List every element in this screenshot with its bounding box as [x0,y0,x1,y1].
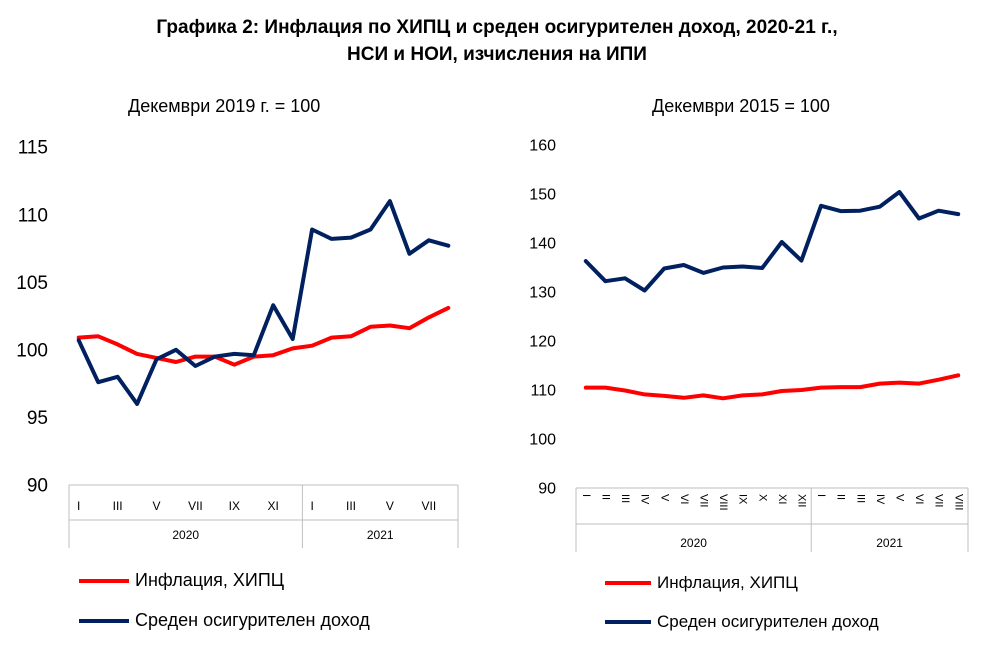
left-chart-x-tick-label: V [153,499,161,513]
left-chart-x-tick-label: IX [229,499,240,513]
right-chart-y-tick-label: 160 [529,138,556,155]
left-chart-x-tick-label: III [346,499,356,513]
right-chart-year-label: 2021 [876,536,903,550]
right-chart-x-tick-label: IV [639,494,651,505]
left-chart-y-tick-label: 115 [18,138,48,159]
right-chart-y-tick-label: 150 [529,187,556,204]
right-chart-year-label: 2020 [680,536,707,550]
left-chart-y-tick-label: 90 [27,476,48,497]
left-chart-x-tick-label: VII [188,499,203,513]
right-chart-x-tick-label: XI [776,494,788,504]
left-chart-x-tick-label: V [386,499,394,513]
right-chart-y-tick-label: 120 [529,334,556,351]
right-chart-x-tick-label: VII [697,494,709,507]
left-chart-x-tick-label: I [77,499,80,513]
left-legend-income-label: Среден осигурителен доход [135,610,370,630]
left-chart-y-tick-label: 105 [16,273,48,294]
left-chart-x-tick-label: I [310,499,313,513]
right-chart-x-tick-label: II [599,494,611,500]
right-legend-income-swatch [605,620,651,624]
left-legend-inflation: Инфлация, ХИПЦ [79,570,284,591]
right-chart-x-tick-label: II [835,494,847,500]
right-chart-x-tick-label: III [854,494,866,503]
right-chart-x-tick-label: I [580,494,592,497]
right-chart-x-tick-label: X [756,494,768,502]
left-chart-inflation-line [76,305,451,367]
right-chart-x-tick-label: VII [933,494,945,507]
chart-title-line-2: НСИ и НОИ, изчисления на ИПИ [347,44,647,65]
right-chart-x-tick-label: XII [795,494,807,507]
left-chart-y-tick-label: 100 [16,340,48,361]
right-chart-x-tick-label: IV [874,494,886,505]
left-chart-y-tick-label: 95 [27,408,48,429]
left-legend-inflation-swatch [79,578,129,583]
right-chart-y-tick-label: 90 [538,481,556,498]
left-legend-inflation-label: Инфлация, ХИПЦ [135,570,285,590]
left-chart-year-label: 2021 [367,528,394,542]
right-chart-inflation-line [583,373,961,401]
left-chart-x-tick-label: III [113,499,123,513]
right-chart-x-tick-label: VIII [717,494,729,511]
left-chart-income-line [76,199,451,406]
right-chart-y-tick-label: 110 [530,383,556,400]
right-chart-y-tick-label: 130 [529,285,556,302]
right-chart-x-tick-label: VIII [952,494,964,511]
left-chart-x-tick-label: XI [268,499,279,513]
right-chart-y-tick-label: 100 [529,432,556,449]
right-chart-y-tick-label: 140 [529,236,556,253]
right-legend-inflation-label: Инфлация, ХИПЦ [657,573,798,592]
left-chart-x-tick-label: VII [421,499,436,513]
right-chart-x-tick-label: V [893,494,905,502]
right-chart-x-tick-label: V [658,494,670,502]
right-chart-income-line [583,190,961,293]
right-chart-x-tick-label: IX [737,494,749,505]
right-chart-subtitle: Декември 2015 = 100 [652,96,830,116]
right-chart-x-tick-label: I [815,494,827,497]
right-chart-x-tick-label: VI [913,494,925,504]
right-chart-x-tick-label: VI [678,494,690,504]
right-legend-income: Среден осигурителен доход [605,612,879,632]
left-legend-income: Среден осигурителен доход [79,610,370,631]
left-chart-year-label: 2020 [172,528,199,542]
right-chart-x-tick-label: III [619,494,631,503]
right-legend-inflation-swatch [605,581,651,585]
left-legend-income-swatch [79,618,129,623]
chart-title-line-1: Графика 2: Инфлация по ХИПЦ и среден оси… [156,17,838,38]
chart-title: Графика 2: Инфлация по ХИПЦ и среден оси… [0,14,994,68]
left-chart-subtitle: Декември 2019 г. = 100 [128,96,321,116]
left-chart-y-tick-label: 110 [18,205,48,226]
right-legend-inflation: Инфлация, ХИПЦ [605,573,798,593]
right-legend-income-label: Среден осигурителен доход [657,612,879,631]
